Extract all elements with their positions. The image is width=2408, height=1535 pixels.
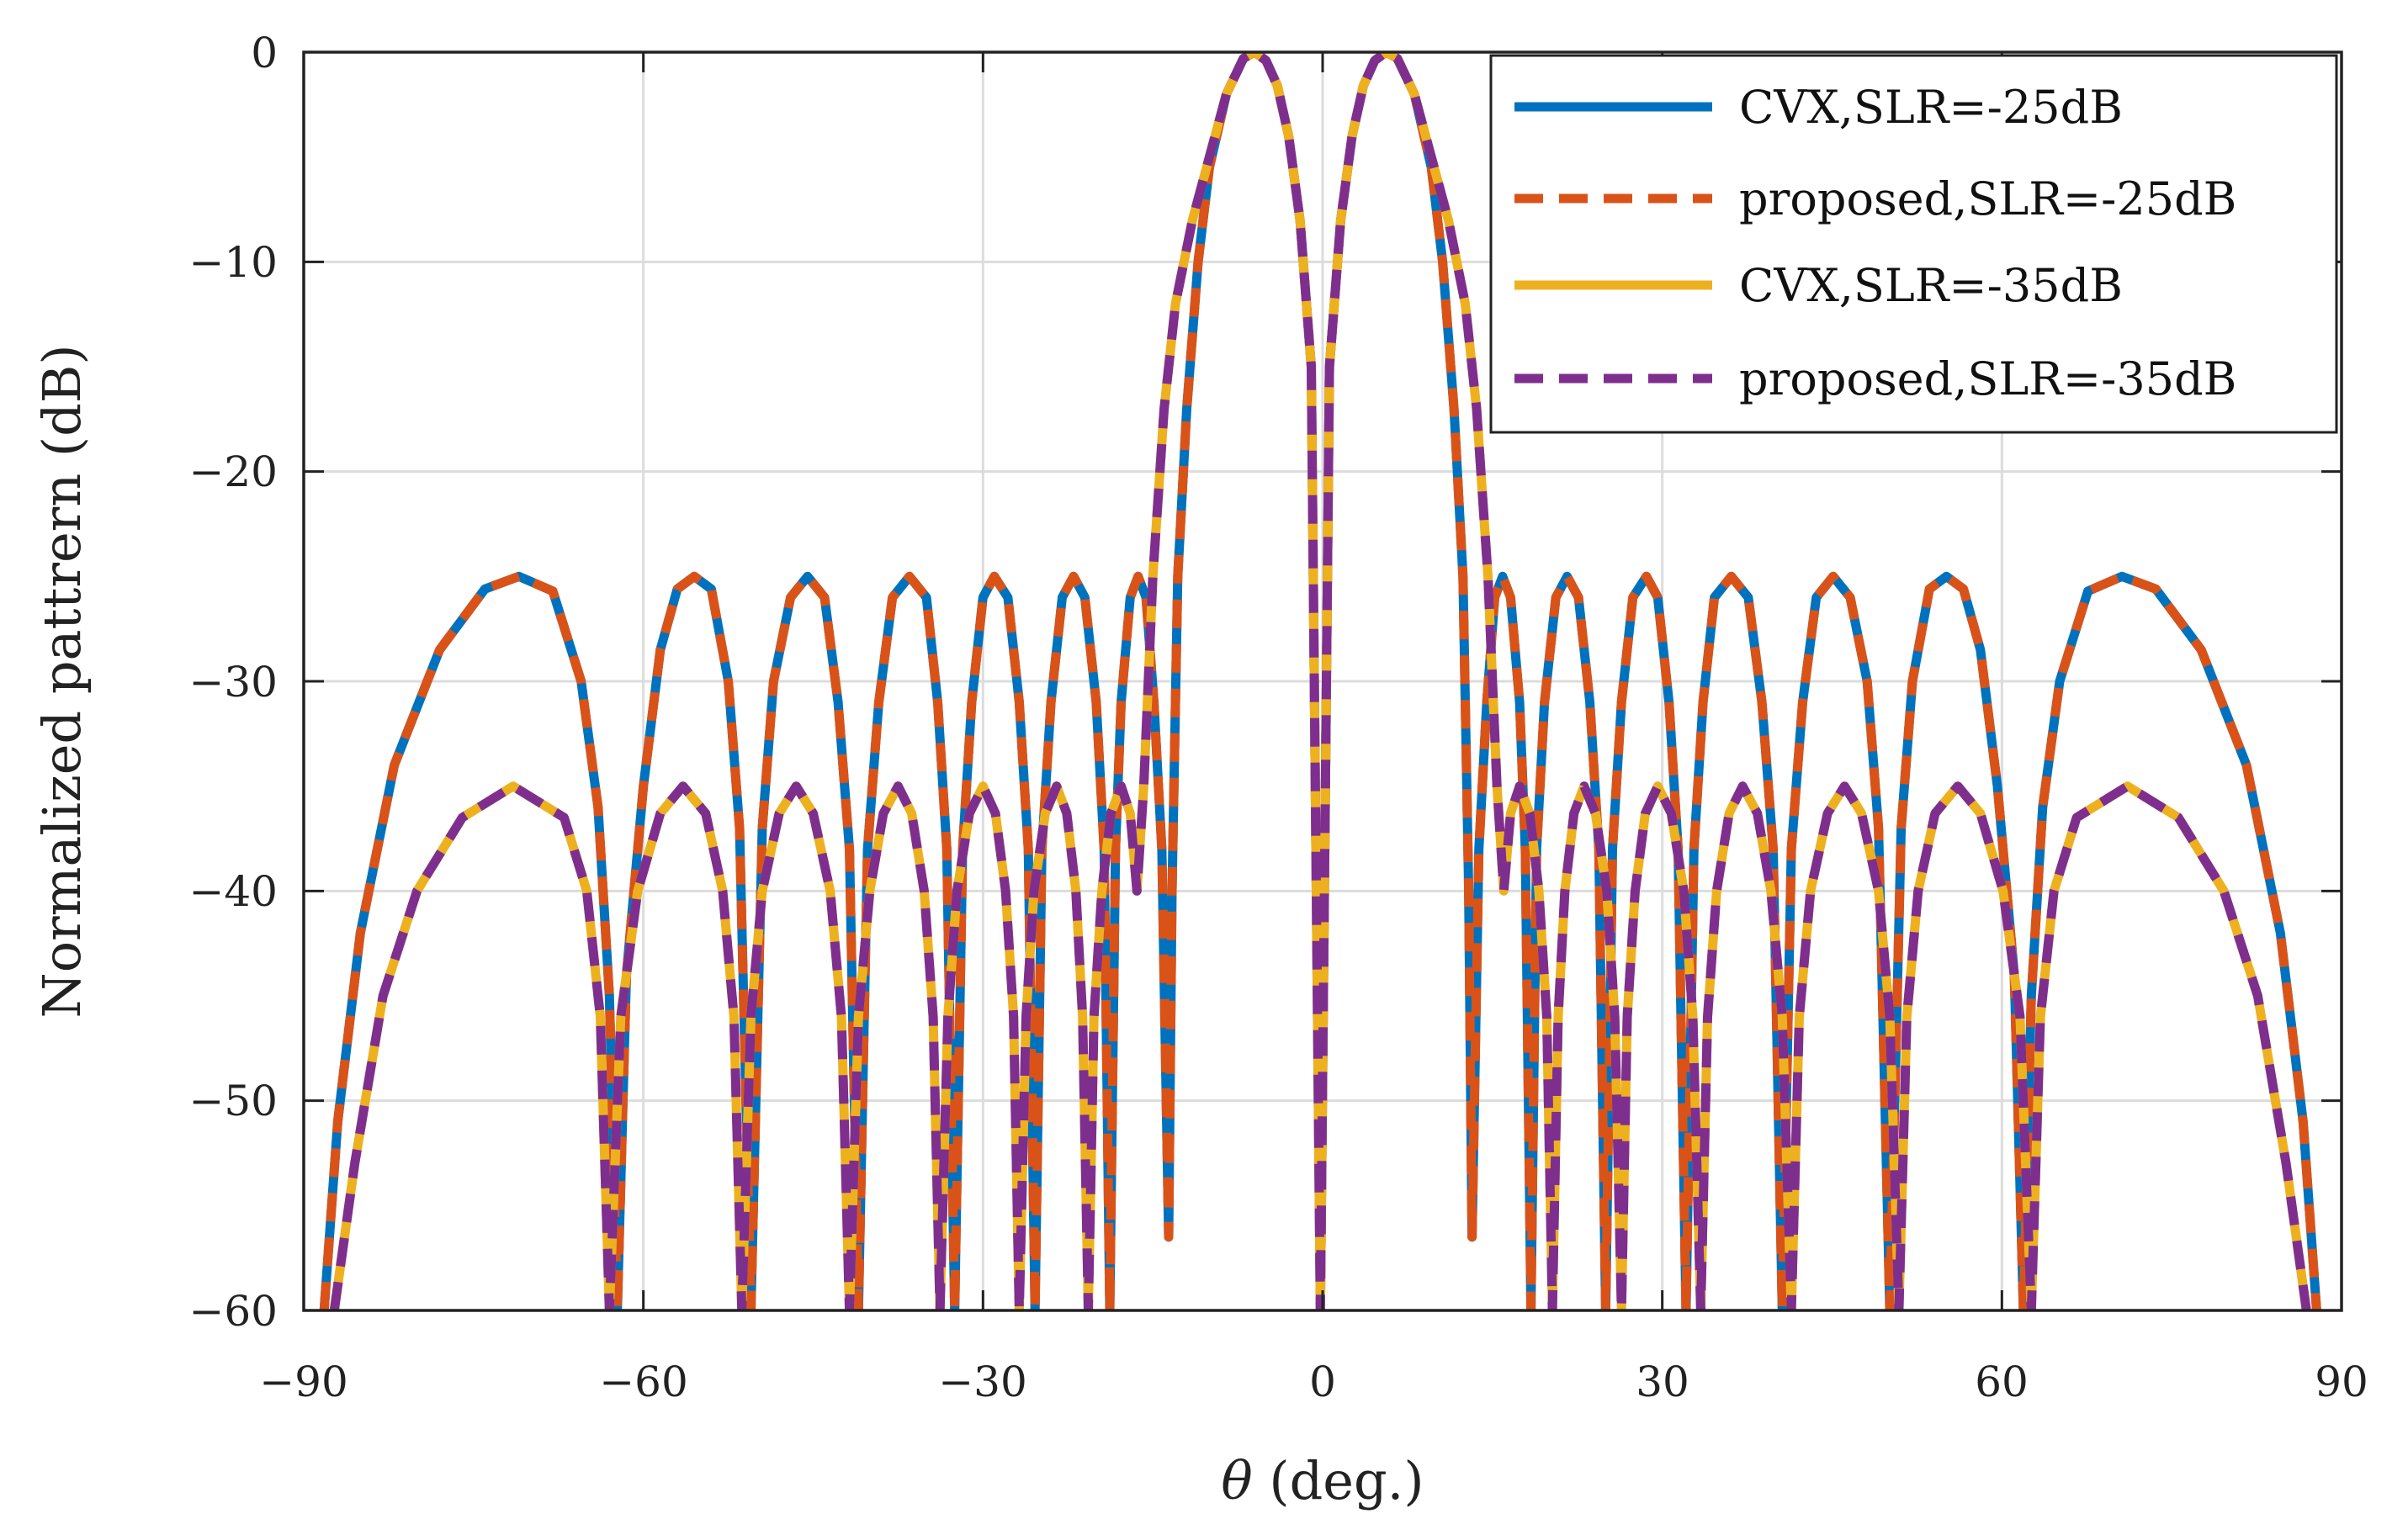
x-tick-label: 60 (1975, 1358, 2029, 1406)
series-line-2 (319, 52, 2321, 1310)
legend: CVX,SLR=-25dB proposed,SLR=-25dB CVX,SLR… (1489, 54, 2338, 434)
y-tick-label: −50 (188, 1077, 278, 1125)
y-axis-title: Normalized pattrern (dB) (31, 344, 93, 1018)
x-tick-label: 0 (1309, 1358, 1336, 1406)
x-axis-title: θ (deg.) (1221, 1450, 1424, 1511)
x-tick-labels: −90 −60 −30 0 30 60 90 (259, 1358, 2368, 1406)
y-tick-label: −30 (188, 658, 278, 707)
y-tick-label: −60 (188, 1287, 278, 1336)
y-tick-label: 0 (251, 29, 278, 77)
x-tick-label: −60 (599, 1358, 688, 1406)
legend-box (1489, 54, 2338, 434)
series-group (319, 52, 2321, 1310)
legend-label: proposed,SLR=-25dB (1739, 172, 2236, 225)
legend-label: CVX,SLR=-25dB (1739, 81, 2123, 134)
legend-label: CVX,SLR=-35dB (1739, 259, 2123, 312)
y-tick-label: −20 (188, 447, 278, 496)
y-tick-labels: 0 −10 −20 −30 −40 −50 −60 (188, 29, 278, 1336)
legend-label: proposed,SLR=-35dB (1739, 352, 2236, 405)
x-tick-label: −30 (938, 1358, 1027, 1406)
plot-frame (302, 50, 2343, 1312)
y-tick-label: −10 (188, 238, 278, 287)
x-tick-label: 90 (2315, 1358, 2368, 1406)
x-tick-label: 30 (1636, 1358, 1689, 1406)
y-tick-label: −40 (188, 867, 278, 916)
x-tick-label: −90 (259, 1358, 348, 1406)
series-line-3 (329, 52, 2311, 1310)
